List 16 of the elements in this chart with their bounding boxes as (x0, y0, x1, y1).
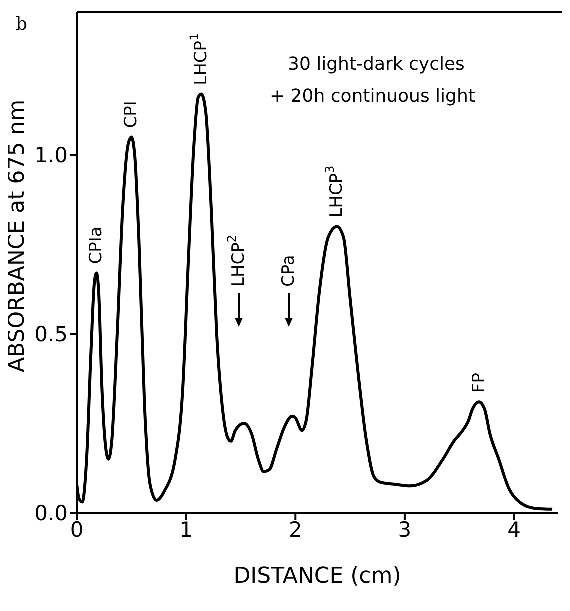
x-tick-label: 0 (70, 518, 84, 542)
y-tick-label: 0.0 (34, 501, 68, 526)
chart-title: b (16, 14, 28, 35)
annotation: + 20h continuous light (270, 86, 476, 107)
x-tick-label: 1 (180, 518, 194, 542)
x-axis-title: DISTANCE (cm) (234, 564, 402, 589)
annotation: 30 light-dark cycles (288, 54, 465, 75)
annotation: FP (469, 373, 490, 394)
x-tick-label: 4 (508, 518, 521, 542)
annotation: CPIa (86, 226, 107, 264)
annotation: CPa (279, 255, 299, 287)
y-tick-label: 1.0 (34, 144, 68, 168)
annotation: CPI (122, 101, 142, 128)
x-tick-label: 2 (288, 518, 302, 542)
y-tick-label: 0.5 (34, 322, 68, 347)
x-tick-label: 3 (398, 518, 412, 542)
